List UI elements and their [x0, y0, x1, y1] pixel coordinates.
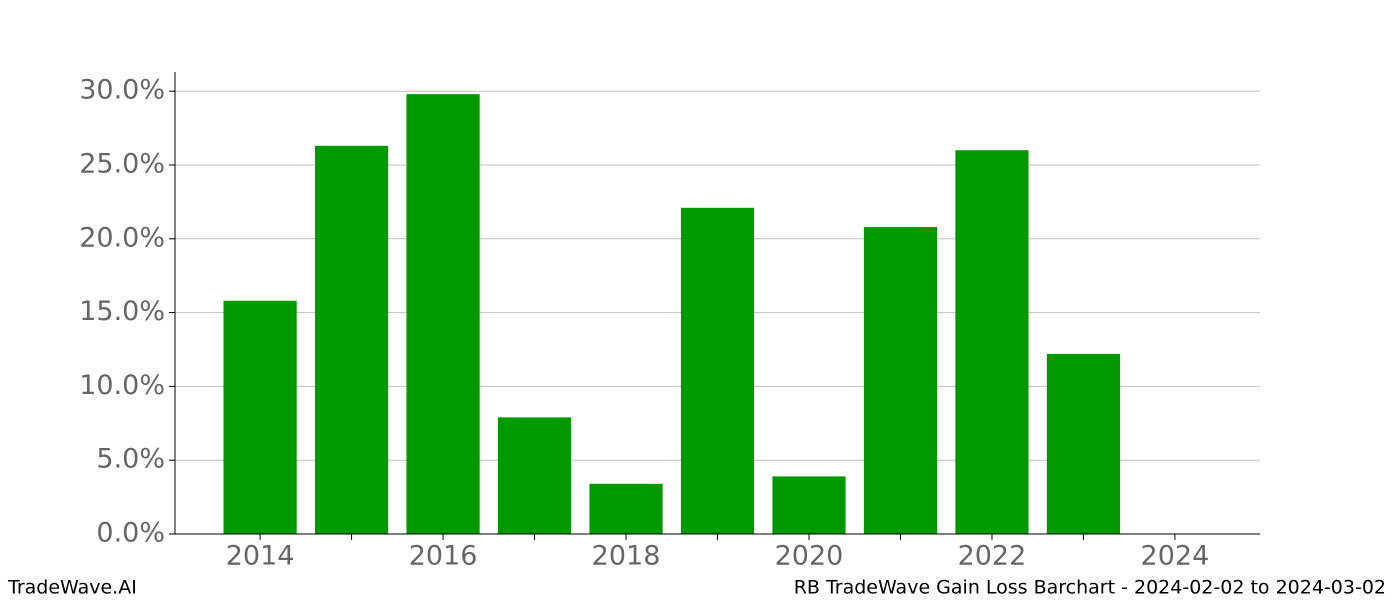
bar	[863, 226, 938, 535]
y-tick-label: 25.0%	[79, 148, 165, 179]
x-tick-label: 2014	[226, 541, 295, 572]
bar	[314, 145, 389, 534]
y-tick-label: 5.0%	[96, 444, 165, 475]
x-tick-label: 2022	[958, 541, 1027, 572]
bar	[223, 300, 297, 534]
x-tick-label: 2020	[775, 541, 844, 572]
y-tick-label: 10.0%	[79, 370, 165, 401]
bar	[497, 417, 572, 534]
watermark: TradeWave.AI	[7, 577, 137, 599]
y-tick-label: 0.0%	[96, 518, 165, 549]
bar	[680, 207, 755, 534]
bar	[406, 94, 480, 535]
chart-title: RB TradeWave Gain Loss Barchart - 2024-0…	[794, 577, 1386, 599]
x-tick-label: 2016	[409, 541, 478, 572]
bar	[955, 150, 1029, 534]
x-tick-label: 2018	[592, 541, 661, 572]
bar	[589, 483, 663, 534]
bar	[1046, 353, 1121, 534]
y-tick-label: 30.0%	[79, 75, 165, 106]
x-tick-label: 2024	[1141, 541, 1210, 572]
y-tick-label: 20.0%	[79, 222, 165, 253]
y-tick-label: 15.0%	[79, 296, 165, 327]
bar	[772, 476, 846, 534]
